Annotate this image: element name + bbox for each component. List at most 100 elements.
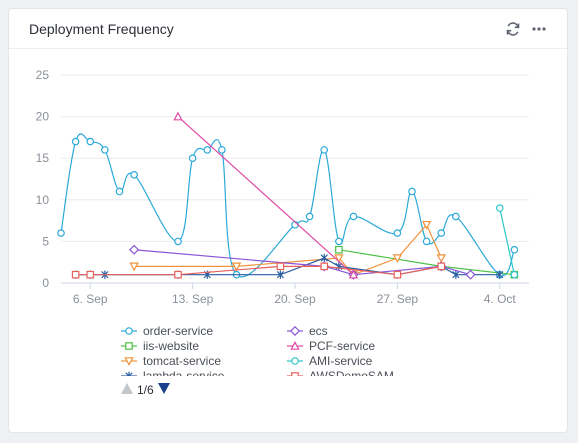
point-order-service — [510, 245, 519, 254]
legend-page-indicator: 1/6 — [137, 383, 154, 397]
legend-symbol-marker — [291, 372, 299, 376]
point-order-service — [115, 187, 124, 196]
point-lambda-service — [320, 253, 328, 263]
point-order-service — [437, 229, 446, 237]
point-ecs — [129, 244, 140, 255]
point-order-service — [452, 212, 460, 221]
legend-symbol-marker — [125, 327, 133, 335]
refresh-icon[interactable] — [503, 19, 523, 39]
legend-symbol-marker — [125, 371, 133, 376]
point-order-service — [130, 171, 138, 179]
y-tick-label: 5 — [42, 234, 49, 248]
legend-symbol-marker — [124, 357, 134, 366]
legend-item-lambda-service[interactable]: lambda-service — [121, 369, 224, 376]
series-line-awsdemosam — [75, 265, 442, 276]
legend-symbol-marker — [125, 342, 133, 350]
point-ami-service — [510, 270, 519, 279]
y-tick-label: 25 — [36, 68, 50, 82]
legend-symbol-icon — [121, 357, 137, 366]
point-tomcat-service — [421, 220, 432, 230]
legend-item-tomcat-service[interactable]: tomcat-service — [121, 354, 221, 368]
deployment-frequency-panel: Deployment Frequency 0 5 10 15 20 25 6. Sep 13.… — [8, 8, 568, 433]
point-tomcat-service — [436, 254, 446, 264]
point-order-service — [218, 146, 226, 154]
x-tick-label: 20. Sep — [274, 292, 316, 306]
legend-pager: 1/6 — [121, 383, 170, 397]
y-tick-label: 15 — [36, 151, 50, 165]
point-awsdemosam — [393, 270, 402, 279]
more-horizontal-icon[interactable] — [529, 19, 549, 39]
legend-item-ami-service[interactable]: AMI-service — [287, 354, 372, 368]
point-tomcat-service — [231, 262, 242, 272]
point-awsdemosam — [71, 270, 80, 279]
point-order-service — [86, 137, 95, 146]
legend-symbol-icon — [287, 372, 303, 376]
legend-symbol-icon — [121, 327, 137, 335]
legend-item-awsdemosam[interactable]: AWSDemoSAM — [287, 369, 394, 376]
point-tomcat-service — [129, 262, 139, 272]
point-order-service — [188, 154, 197, 163]
point-order-service — [174, 237, 182, 246]
point-lambda-service — [496, 270, 504, 279]
legend-symbol-icon — [287, 357, 303, 365]
legend-item-pcf-service[interactable]: PCF-service — [287, 339, 375, 353]
point-lambda-service — [276, 270, 284, 279]
y-tick-label: 20 — [36, 110, 50, 124]
x-tick-label: 6. Sep — [73, 292, 108, 306]
legend-label: lambda-service — [143, 369, 225, 376]
deployment-line-chart: 0 5 10 15 20 25 6. Sep 13. Sep 20. Sep 27. Sep 4. … — [36, 68, 529, 306]
series-line-order-service — [60, 133, 515, 278]
legend-next-icon[interactable] — [157, 383, 170, 397]
point-ecs — [465, 269, 476, 280]
chart-legend: order-service ecs iis-website PCF-service to… — [121, 324, 421, 376]
point-order-service — [320, 146, 329, 154]
point-pcf-service — [348, 269, 359, 279]
legend-label: order-service — [143, 324, 214, 338]
point-order-service — [393, 229, 402, 237]
panel-header: Deployment Frequency — [9, 9, 567, 49]
point-awsdemosam — [437, 262, 446, 271]
legend-symbol-marker — [290, 341, 300, 350]
point-order-service — [71, 137, 80, 146]
legend-item-iis-website[interactable]: iis-website — [121, 339, 199, 353]
series-line-pcf-service — [177, 116, 354, 276]
point-pcf-service — [173, 111, 183, 121]
point-order-service — [57, 229, 65, 237]
y-tick-label: 10 — [36, 193, 50, 207]
point-ami-service — [495, 204, 504, 212]
series-line-ami-service — [499, 207, 515, 275]
point-tomcat-service — [334, 254, 344, 264]
panel-title: Deployment Frequency — [29, 21, 174, 37]
legend-symbol-icon — [121, 342, 137, 350]
point-order-service — [101, 146, 109, 154]
point-order-service — [203, 146, 212, 154]
y-tick-label: 0 — [42, 276, 49, 290]
legend-item-ecs[interactable]: ecs — [287, 324, 328, 338]
legend-label: AWSDemoSAM — [309, 369, 394, 376]
point-awsdemosam — [174, 270, 182, 279]
x-tick-label: 4. Oct — [484, 292, 517, 306]
legend-prev-icon[interactable] — [121, 383, 133, 397]
point-tomcat-service — [392, 254, 403, 264]
point-awsdemosam — [320, 262, 329, 271]
legend-label: ecs — [309, 324, 328, 338]
x-tick-label: 27. Sep — [377, 292, 419, 306]
legend-label: iis-website — [143, 339, 200, 353]
point-order-service — [422, 237, 431, 246]
legend-label: PCF-service — [309, 339, 376, 353]
point-order-service — [408, 187, 416, 196]
point-lambda-service — [452, 270, 460, 279]
point-order-service — [349, 212, 358, 221]
legend-symbol-icon — [121, 371, 137, 376]
legend-label: AMI-service — [309, 354, 373, 368]
x-tick-label: 13. Sep — [172, 292, 214, 306]
point-order-service — [305, 212, 314, 221]
legend-symbol-marker — [289, 326, 301, 336]
point-awsdemosam — [276, 262, 285, 271]
legend-item-order-service[interactable]: order-service — [121, 324, 213, 338]
legend-label: tomcat-service — [143, 354, 222, 368]
legend-symbol-icon — [287, 341, 303, 350]
point-order-service — [335, 237, 343, 246]
point-awsdemosam — [86, 270, 95, 279]
legend-symbol-icon — [287, 326, 303, 336]
